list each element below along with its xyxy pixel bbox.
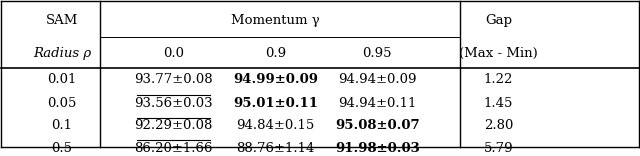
Text: (Max - Min): (Max - Min) <box>459 47 538 60</box>
Text: 0.95: 0.95 <box>363 47 392 60</box>
Text: 95.08±0.07: 95.08±0.07 <box>335 119 420 132</box>
Text: 94.94±0.09: 94.94±0.09 <box>338 73 417 86</box>
Text: 1.45: 1.45 <box>484 97 513 110</box>
Text: 93.77±0.08: 93.77±0.08 <box>134 73 212 86</box>
Text: 91.98±0.03: 91.98±0.03 <box>335 142 420 155</box>
Text: 2.80: 2.80 <box>484 119 513 132</box>
Text: Gap: Gap <box>485 14 512 27</box>
Text: Momentum γ: Momentum γ <box>231 14 320 27</box>
Text: 0.5: 0.5 <box>51 142 72 155</box>
Text: 88.76±1.14: 88.76±1.14 <box>236 142 315 155</box>
Text: 5.79: 5.79 <box>484 142 513 155</box>
Text: 92.29±0.08: 92.29±0.08 <box>134 119 212 132</box>
Text: 94.94±0.11: 94.94±0.11 <box>338 97 417 110</box>
Text: SAM: SAM <box>45 14 78 27</box>
Text: 1.22: 1.22 <box>484 73 513 86</box>
Text: 0.05: 0.05 <box>47 97 77 110</box>
Text: 94.99±0.09: 94.99±0.09 <box>233 73 318 86</box>
Text: 95.01±0.11: 95.01±0.11 <box>233 97 318 110</box>
Text: 0.9: 0.9 <box>265 47 286 60</box>
Text: 0.1: 0.1 <box>51 119 72 132</box>
Text: 93.56±0.03: 93.56±0.03 <box>134 97 212 110</box>
Text: 0.0: 0.0 <box>163 47 184 60</box>
Text: 86.20±1.66: 86.20±1.66 <box>134 142 212 155</box>
Text: 94.84±0.15: 94.84±0.15 <box>236 119 314 132</box>
Text: 0.01: 0.01 <box>47 73 77 86</box>
Text: Radius ρ: Radius ρ <box>33 47 91 60</box>
